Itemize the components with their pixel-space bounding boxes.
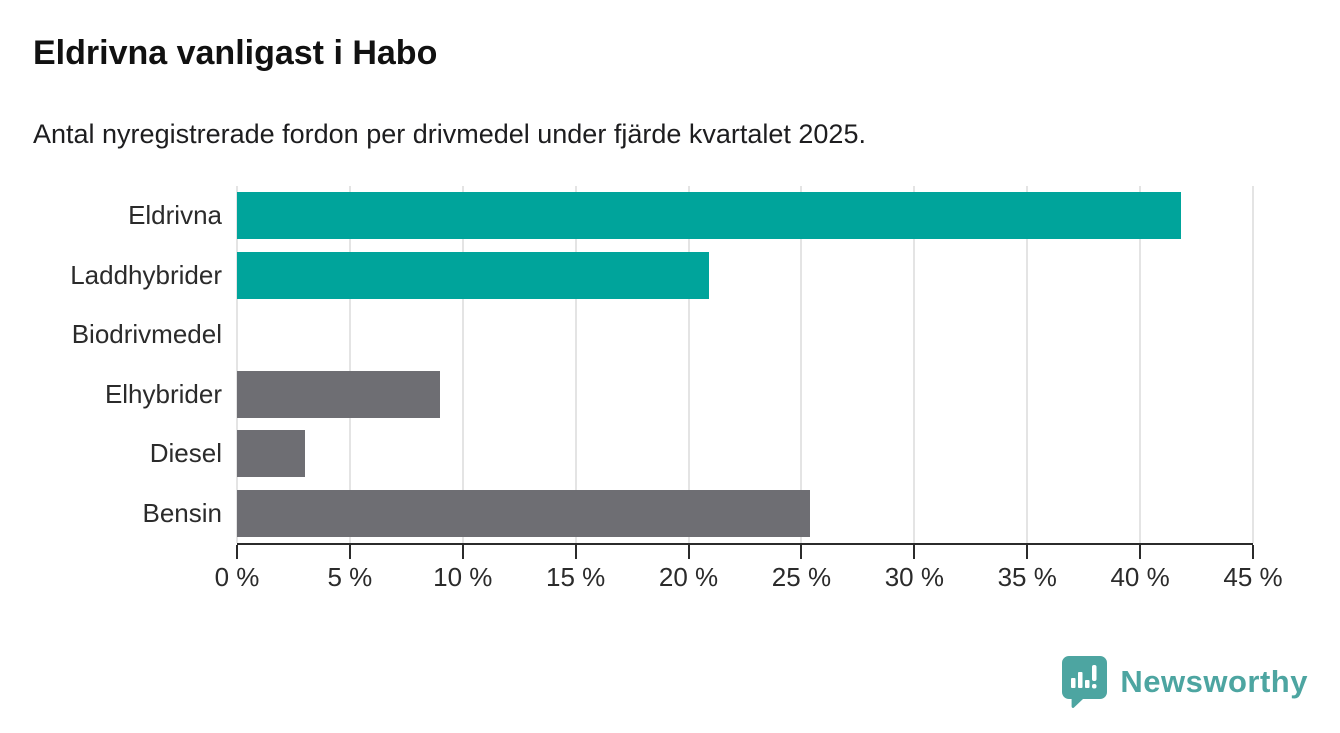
x-tick-0 — [236, 545, 238, 559]
x-tick-label-5: 5 % — [327, 562, 373, 592]
bar-bensin — [237, 489, 811, 537]
gridline-45 — [1252, 186, 1254, 543]
plot-area — [236, 186, 1254, 543]
bar-elhybrider — [237, 370, 441, 418]
gridline-10 — [461, 186, 464, 543]
x-tick-label-35: 35 % — [997, 562, 1057, 592]
category-label-bensin: Bensin — [142, 497, 223, 528]
x-tick-10 — [461, 545, 464, 559]
newsworthy-logo: Newsworthy — [1061, 655, 1308, 708]
gridline-30 — [913, 186, 916, 543]
x-tick-20 — [687, 545, 690, 559]
category-axis-labels: Eldrivna Laddhybrider Biodrivmedel Elhybrid… — [0, 186, 222, 543]
newsworthy-bubble-icon — [1062, 656, 1108, 708]
category-label-laddhybrider: Laddhybrider — [70, 259, 222, 290]
x-tick-35 — [1026, 545, 1029, 559]
x-tick-label-15: 15 % — [546, 562, 606, 592]
chart-row — [237, 246, 1253, 306]
category-label-diesel: Diesel — [149, 438, 222, 469]
x-tick-label-30: 30 % — [884, 562, 944, 592]
x-tick-label-10: 10 % — [433, 562, 493, 592]
chart-row — [237, 305, 1253, 365]
x-tick-label-45: 45 % — [1223, 562, 1283, 592]
x-tick-label-20: 20 % — [658, 562, 719, 592]
gridline-5 — [348, 186, 351, 543]
bar-glyph-2 — [1078, 672, 1083, 688]
x-tick-label-0: 0 % — [214, 562, 260, 592]
x-tick-label-25: 25 % — [771, 562, 832, 592]
bar-laddhybrider — [237, 251, 709, 299]
bar-glyph-3 — [1085, 680, 1090, 688]
gridline-35 — [1026, 186, 1029, 543]
chart-subtitle: Antal nyregistrerade fordon per drivmede… — [33, 119, 866, 149]
x-tick-30 — [913, 545, 916, 559]
category-label-elhybrider: Elhybrider — [104, 378, 222, 409]
category-label-eldrivna: Eldrivna — [128, 200, 222, 231]
gridline-40 — [1139, 186, 1142, 543]
chart-row — [237, 365, 1253, 425]
gridline-25 — [800, 186, 803, 543]
x-tick-45 — [1252, 545, 1254, 559]
x-tick-5 — [348, 545, 351, 559]
x-tick-15 — [574, 545, 577, 559]
newsworthy-wordmark: Newsworthy — [1120, 663, 1308, 699]
bar-diesel — [237, 430, 305, 478]
x-tick-25 — [800, 545, 803, 559]
x-tick-40 — [1139, 545, 1142, 559]
exclamation-bar — [1092, 665, 1097, 681]
exclamation-dot — [1092, 684, 1097, 689]
bar-eldrivna — [237, 192, 1181, 240]
chart-row — [237, 484, 1253, 544]
category-label-biodrivmedel: Biodrivmedel — [71, 319, 222, 350]
gridline-0 — [236, 186, 238, 543]
gridline-20 — [687, 186, 690, 543]
x-tick-label-40: 40 % — [1110, 562, 1170, 592]
chart-row — [237, 424, 1253, 484]
bar-glyph-1 — [1071, 678, 1076, 688]
chart-title: Eldrivna vanligast i Habo — [33, 34, 438, 72]
gridline-15 — [574, 186, 577, 543]
chart-row — [237, 186, 1253, 246]
x-axis: 0 % 5 % 10 % 15 % 20 % 25 % 30 % 35 % 40 % 45 % — [215, 543, 1283, 595]
bar-rows — [237, 186, 1253, 543]
